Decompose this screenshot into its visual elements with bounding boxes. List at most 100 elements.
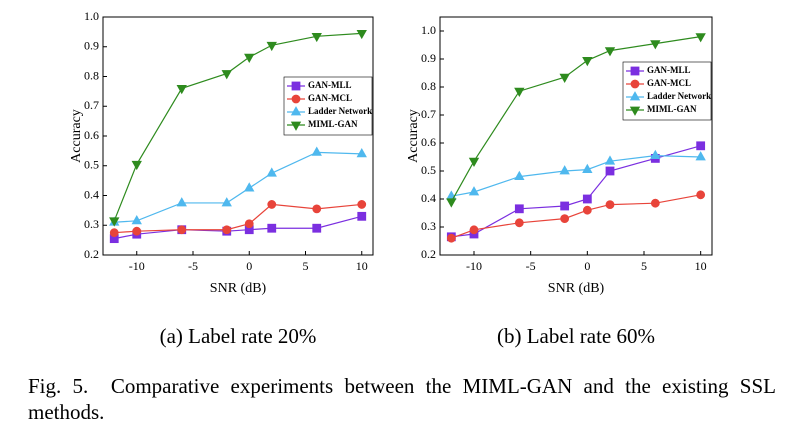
marker <box>312 223 322 233</box>
y-tick-label: 0.3 <box>84 217 99 231</box>
legend-label: MIML-GAN <box>308 119 358 129</box>
y-tick-label: 1.0 <box>84 9 99 23</box>
marker <box>109 228 119 238</box>
marker <box>696 141 706 151</box>
figure-caption: Fig. 5. Comparative experiments between … <box>28 374 782 424</box>
legend-marker <box>629 91 641 101</box>
marker <box>582 163 593 173</box>
chart: 0.2 0.3 0.4 0.5 0.6 0.7 0.8 0.9 1.0 -10 -5 0 5 10 SNR … <box>406 16 713 348</box>
series-line <box>451 194 701 239</box>
legend-label: GAN-MCL <box>647 78 691 88</box>
legend-marker <box>290 121 302 131</box>
marker <box>604 155 616 165</box>
x-tick-label: -5 <box>188 259 198 273</box>
marker <box>514 204 524 214</box>
legend-marker <box>630 79 640 89</box>
marker <box>176 85 187 95</box>
x-axis-label: SNR (dB) <box>548 281 605 296</box>
y-tick-label: 0.5 <box>84 158 99 172</box>
marker <box>695 151 706 161</box>
marker <box>176 197 187 207</box>
series-line <box>451 145 701 238</box>
marker <box>266 167 277 177</box>
marker <box>468 186 480 196</box>
marker <box>446 233 456 243</box>
marker <box>582 205 592 215</box>
x-tick-label: -10 <box>129 259 145 273</box>
marker <box>109 217 120 227</box>
marker <box>650 149 661 159</box>
marker <box>266 41 277 52</box>
marker <box>131 160 142 171</box>
marker <box>357 211 367 221</box>
legend-label: Ladder Network <box>647 91 711 101</box>
marker <box>695 33 706 43</box>
series-line <box>113 32 362 222</box>
y-tick-label: 0.5 <box>421 163 436 177</box>
marker <box>560 201 570 211</box>
marker <box>696 190 706 200</box>
marker <box>356 29 367 40</box>
y-tick-label: 0.4 <box>421 191 436 205</box>
plot-frame <box>439 16 713 256</box>
y-axis-label: Accuracy <box>69 109 84 163</box>
marker <box>559 73 570 84</box>
subfigure-caption: (a) Label rate 20% <box>160 324 317 348</box>
legend-label: GAN-MLL <box>647 65 691 75</box>
marker <box>605 200 615 210</box>
marker <box>468 157 480 168</box>
legend: GAN-MLL GAN-MCL Ladder Network MIML-GAN <box>283 76 373 136</box>
series-line <box>450 36 701 203</box>
figure: 0.2 0.3 0.4 0.5 0.6 0.7 0.8 0.9 1.0 -10 -5 0 5 10 SNR … <box>69 9 713 348</box>
x-axis-label: SNR (dB) <box>210 281 267 296</box>
marker <box>605 166 615 176</box>
marker <box>267 200 277 209</box>
y-tick-label: 0.7 <box>421 107 436 121</box>
y-tick-label: 0.2 <box>421 247 436 261</box>
legend-label: GAN-MCL <box>308 93 352 103</box>
legend-marker <box>629 106 641 116</box>
marker <box>650 40 661 50</box>
y-tick-label: 0.7 <box>84 98 99 112</box>
series-line <box>114 203 362 234</box>
x-tick-label: 10 <box>356 259 368 273</box>
legend-marker <box>290 106 302 116</box>
legend-marker <box>630 66 640 76</box>
y-tick-label: 0.8 <box>421 79 436 93</box>
marker <box>244 53 255 63</box>
x-tick-label: 0 <box>246 259 252 273</box>
marker <box>514 218 524 228</box>
legend-marker <box>291 94 301 104</box>
marker <box>469 225 479 235</box>
marker <box>132 226 142 236</box>
series-line <box>114 215 362 240</box>
y-tick-label: 0.9 <box>84 39 99 53</box>
marker <box>357 200 367 209</box>
marker <box>244 182 255 192</box>
marker <box>446 198 457 208</box>
marker <box>559 165 570 175</box>
y-tick-label: 0.4 <box>84 187 99 201</box>
series-line <box>114 151 362 223</box>
chart: 0.2 0.3 0.4 0.5 0.6 0.7 0.8 0.9 1.0 -10 -5 0 5 10 SNR … <box>69 9 374 348</box>
marker <box>650 198 660 208</box>
y-tick-label: 0.6 <box>84 128 99 142</box>
y-tick-label: 0.8 <box>84 68 99 82</box>
marker <box>582 57 593 67</box>
legend-label: Ladder Network <box>308 106 372 116</box>
marker <box>311 146 322 156</box>
legend-marker <box>291 81 301 91</box>
x-tick-label: 0 <box>584 259 590 273</box>
x-tick-label: -10 <box>466 259 482 273</box>
y-tick-label: 0.3 <box>421 219 436 233</box>
marker <box>221 197 232 207</box>
marker <box>514 87 525 98</box>
marker <box>311 32 322 43</box>
y-tick-label: 0.6 <box>421 135 436 149</box>
y-axis-label: Accuracy <box>406 109 421 163</box>
plot-frame <box>102 16 374 256</box>
x-tick-label: 10 <box>695 259 707 273</box>
subfigure-caption: (b) Label rate 60% <box>497 324 655 348</box>
legend-label: GAN-MLL <box>308 80 352 90</box>
